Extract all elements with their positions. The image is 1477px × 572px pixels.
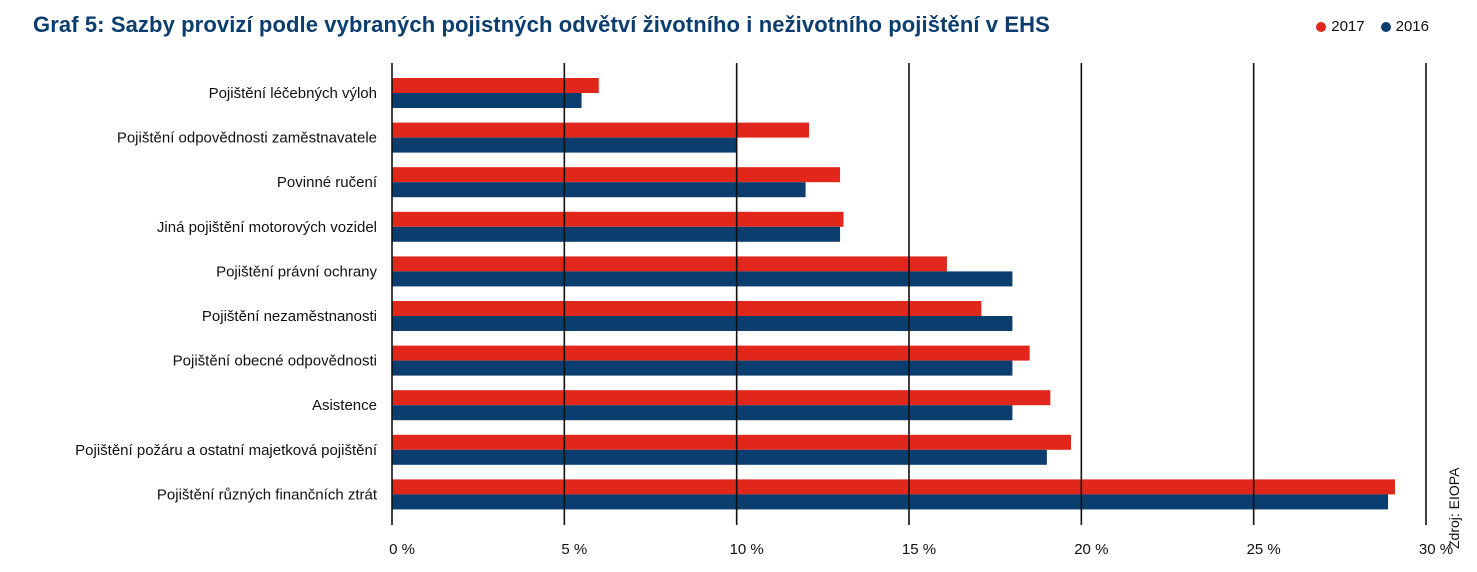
x-tick-label-15: 15 % [902,541,936,558]
legend: 2017 2016 [1300,18,1429,35]
bar-2017-6 [392,301,982,316]
bar-2016-5 [392,271,1013,287]
x-tick-label-5: 5 % [561,541,587,558]
source-note: Zdroj: EIOPA [1446,467,1462,549]
legend-item-2017: 2017 [1316,18,1365,35]
bar-2016-4 [392,226,841,242]
legend-item-2016: 2016 [1380,18,1429,35]
bar-2017-10 [392,479,1395,495]
x-tick-label-30: 30 % [1419,541,1453,558]
legend-label-2016: 2016 [1395,18,1429,35]
bar-2016-6 [392,316,1013,331]
category-label-6: Pojištění nezaměstnanosti [202,308,377,325]
bar-2016-8 [392,405,1013,421]
bar-2017-5 [392,256,947,272]
x-tick-label-25: 25 % [1247,541,1281,558]
legend-label-2017: 2017 [1331,18,1365,35]
bar-2017-1 [392,78,599,93]
category-label-3: Povinné ručení [277,174,378,191]
bar-2016-3 [392,182,806,198]
category-label-2: Pojištění odpovědnosti zaměstnavatele [117,130,377,147]
bar-2016-9 [392,449,1047,465]
legend-swatch-2017 [1316,21,1327,32]
bar-2017-3 [392,167,841,183]
category-label-1: Pojištění léčebných výloh [209,85,377,102]
category-label-10: Pojištění různých finančních ztrát [157,486,378,503]
bar-2016-10 [392,494,1389,510]
bar-2017-4 [392,211,844,227]
chart-title: Graf 5: Sazby provizí podle vybraných po… [33,12,1050,37]
bar-2016-7 [392,360,1013,376]
legend-swatch-2016 [1380,21,1391,32]
x-tick-label-0: 0 % [389,541,415,558]
category-label-4: Jiná pojištění motorových vozidel [157,219,377,236]
bar-2017-9 [392,434,1071,450]
x-tick-label-10: 10 % [730,541,764,558]
category-label-8: Asistence [312,397,377,414]
bar-2017-2 [392,122,810,138]
x-tick-label-20: 20 % [1074,541,1108,558]
category-label-5: Pojištění právní ochrany [216,263,377,280]
bar-2017-8 [392,390,1051,406]
bar-2016-1 [392,93,582,108]
category-label-9: Pojištění požáru a ostatní majetková poj… [75,442,378,459]
category-label-7: Pojištění obecné odpovědnosti [173,353,377,370]
bar-2017-7 [392,345,1030,361]
